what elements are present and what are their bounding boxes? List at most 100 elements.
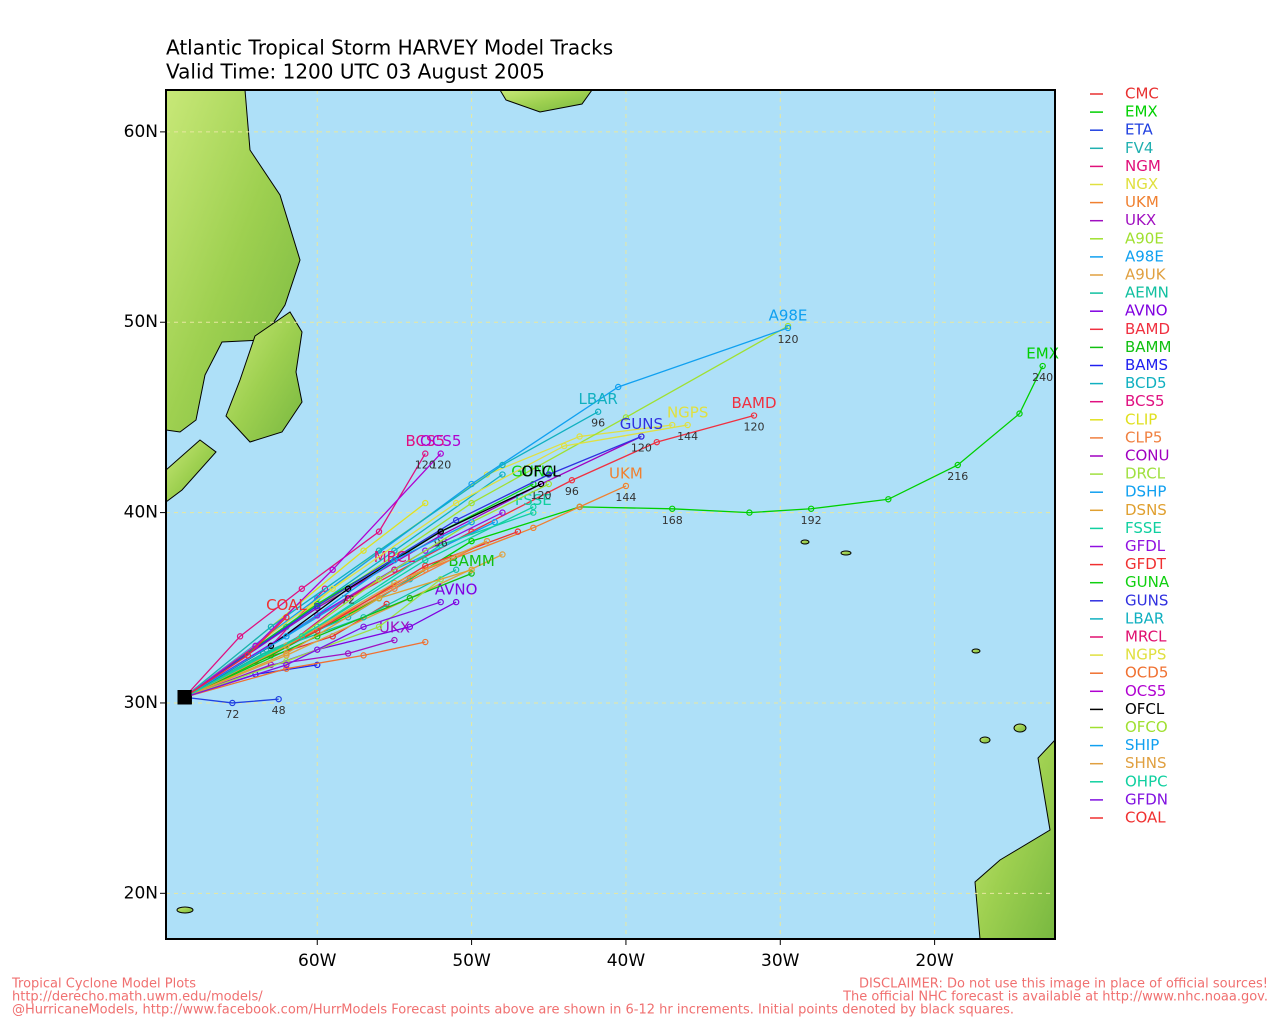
x-tick-label: 50W [452, 951, 491, 971]
y-tick-label: 50N [124, 312, 158, 332]
legend-label: BCD5 [1125, 374, 1167, 392]
forecast-point [267, 642, 275, 650]
island [800, 539, 810, 545]
forecast-hour-label: 120 [631, 441, 652, 454]
forecast-point [329, 566, 336, 573]
track-end-label: BAMM [448, 552, 494, 570]
forecast-point [236, 633, 244, 640]
forecast-point [283, 661, 290, 669]
forecast-point [275, 695, 282, 703]
track-line [184, 435, 642, 698]
forecast-point [437, 598, 444, 606]
forecast-hour-label: 120 [531, 489, 552, 502]
forecast-point [468, 518, 475, 526]
forecast-point [360, 623, 367, 631]
forecast-hour-label: 48 [272, 704, 286, 717]
track-end-label: A98E [769, 306, 808, 324]
legend-label: FSSE [1125, 519, 1162, 537]
legend-label: UKM [1125, 193, 1159, 211]
forecast-point [314, 612, 321, 619]
track-line [184, 453, 426, 698]
forecast-point [1039, 362, 1046, 370]
track-line [184, 569, 457, 698]
forecast-point [360, 652, 367, 659]
legend-label: COAL [1125, 809, 1166, 827]
legend-label: GFDT [1125, 555, 1167, 573]
forecast-point [314, 661, 321, 669]
forecast-point [468, 566, 475, 573]
track-line [184, 696, 279, 704]
forecast-hour-label: 96 [434, 537, 448, 550]
forecast-point [422, 547, 429, 554]
forecast-point [344, 585, 352, 592]
forecast-point [391, 579, 398, 587]
forecast-hour-label: 72 [225, 708, 239, 721]
legend-label: SHNS [1125, 754, 1167, 772]
x-tick-label: 30W [761, 951, 800, 971]
forecast-hour-label: 216 [947, 470, 968, 483]
forecast-hour-label: 96 [591, 417, 605, 430]
forecast-point [375, 576, 383, 583]
footer-text: Tropical Cyclone Model Plots [11, 977, 196, 992]
y-tick-label: 40N [124, 503, 158, 523]
forecast-point [360, 547, 367, 554]
forecast-point [422, 450, 429, 457]
legend-label: GUNS [1125, 591, 1168, 609]
track-end-label: UKM [609, 464, 643, 482]
forecast-point [568, 477, 576, 484]
forecast-point [298, 585, 306, 592]
forecast-point [267, 623, 275, 631]
forecast-hour-label: 168 [662, 514, 683, 527]
forecast-point [885, 496, 892, 503]
island [979, 736, 991, 744]
x-tick-label: 40W [607, 951, 646, 971]
island [840, 550, 852, 556]
forecast-point [954, 461, 961, 469]
legend-label: MRCL [1125, 628, 1167, 646]
forecast-point [468, 570, 475, 577]
forecast-point [468, 499, 475, 507]
forecast-point [530, 524, 537, 532]
legend-label: CLIP [1125, 410, 1157, 428]
legend-label: OHPC [1125, 772, 1168, 790]
forecast-point [653, 438, 661, 446]
track-end-label: LBAR [578, 390, 617, 408]
forecast-point [283, 633, 290, 640]
track-line [184, 511, 534, 698]
x-tick-label: 20W [915, 951, 954, 971]
forecast-point [344, 650, 352, 657]
forecast-point [375, 547, 383, 554]
legend-label: UKX [1125, 211, 1156, 229]
footer-text: http://derecho.math.uwm.edu/models/ [12, 990, 263, 1005]
forecast-hour-label: 240 [1032, 371, 1053, 384]
forecast-point [560, 442, 568, 450]
island [176, 906, 194, 914]
forecast-point [452, 517, 460, 524]
legend-label: LBAR [1125, 609, 1164, 627]
forecast-point [375, 528, 383, 535]
legend: CMCEMXETAFV4NGMNGXUKMUKXA90EA98EA9UKAEMN… [1090, 85, 1171, 827]
track-end-label: OCS5 [420, 432, 461, 450]
forecast-point [784, 322, 792, 330]
nova-scotia [166, 439, 217, 503]
legend-label: GUNA [1125, 573, 1170, 591]
track-line [184, 641, 426, 698]
forecast-point [499, 461, 506, 469]
forecast-point [750, 412, 758, 419]
legend-label: AEMN [1125, 284, 1169, 302]
forecast-point [391, 566, 398, 573]
forecast-point [514, 528, 522, 535]
legend-label: GFDN [1125, 790, 1168, 808]
legend-label: OFCO [1125, 718, 1168, 736]
legend-label: OFCL [1125, 700, 1165, 718]
forecast-hour-label: 120 [777, 333, 798, 346]
track-line [184, 578, 442, 698]
track-line [184, 512, 503, 698]
forecast-point [491, 518, 498, 526]
forecast-point [615, 383, 622, 391]
forecast-point [669, 505, 676, 512]
forecast-hour-label: 144 [677, 430, 698, 443]
forecast-point [622, 414, 630, 421]
legend-label: DRCL [1125, 465, 1166, 483]
